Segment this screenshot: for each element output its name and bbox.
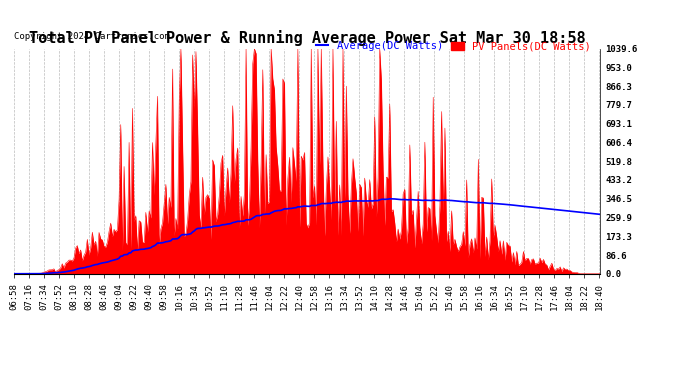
Legend: Average(DC Watts), PV Panels(DC Watts): Average(DC Watts), PV Panels(DC Watts) (312, 37, 595, 56)
Title: Total PV Panel Power & Running Average Power Sat Mar 30 18:58: Total PV Panel Power & Running Average P… (29, 30, 585, 46)
Text: Copyright 2024 Cartronics.com: Copyright 2024 Cartronics.com (14, 32, 170, 41)
